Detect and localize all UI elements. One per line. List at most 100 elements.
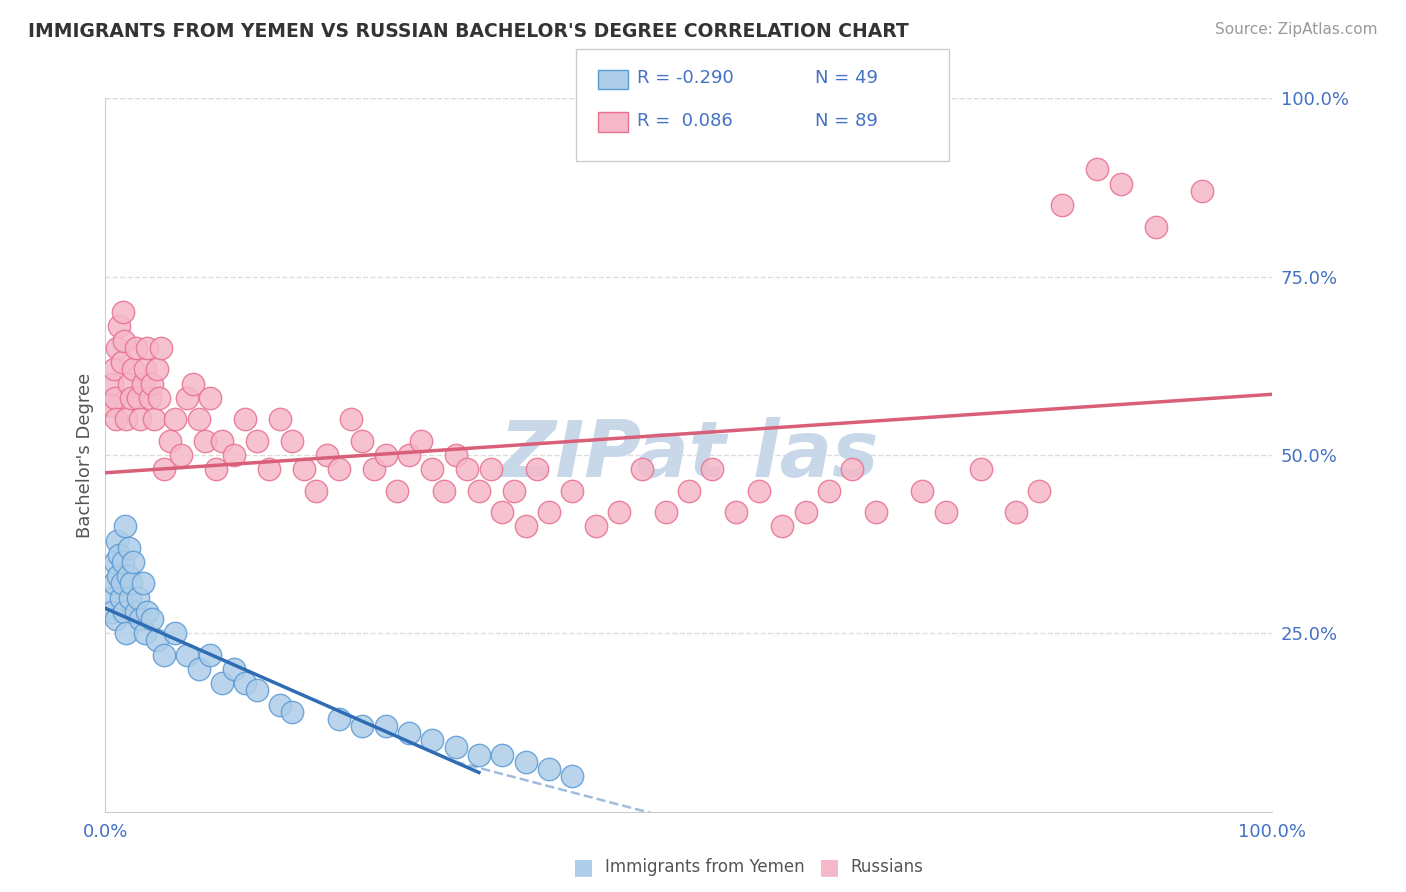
Point — [181, 376, 204, 391]
Point — [200, 648, 222, 662]
Point — [328, 712, 350, 726]
Point — [246, 683, 269, 698]
Point — [235, 412, 257, 426]
Text: R = -0.290: R = -0.290 — [637, 70, 734, 87]
Point — [153, 462, 174, 476]
Point — [281, 434, 304, 448]
Point — [146, 362, 169, 376]
Point — [153, 648, 174, 662]
Point — [200, 391, 222, 405]
Point — [363, 462, 385, 476]
Point — [561, 483, 583, 498]
Text: Source: ZipAtlas.com: Source: ZipAtlas.com — [1215, 22, 1378, 37]
Point — [385, 483, 408, 498]
Point — [111, 576, 134, 591]
Point — [211, 434, 233, 448]
Point — [935, 505, 957, 519]
Point — [537, 762, 560, 776]
Point — [187, 412, 209, 426]
Point — [125, 341, 148, 355]
Point — [865, 505, 887, 519]
Point — [444, 448, 467, 462]
Point — [841, 462, 863, 476]
Point — [115, 412, 138, 426]
Point — [111, 555, 134, 569]
Point — [111, 305, 134, 319]
Point — [818, 483, 841, 498]
Point — [1144, 219, 1167, 234]
Point — [468, 483, 491, 498]
Point — [479, 462, 502, 476]
Text: ■: ■ — [574, 857, 593, 877]
Point — [420, 462, 443, 476]
Point — [134, 362, 156, 376]
Point — [433, 483, 456, 498]
Point — [100, 591, 122, 605]
Point — [118, 376, 141, 391]
Point — [1028, 483, 1050, 498]
Point — [281, 705, 304, 719]
Point — [502, 483, 524, 498]
Point — [103, 362, 125, 376]
Point — [374, 448, 396, 462]
Point — [176, 391, 198, 405]
Point — [103, 576, 125, 591]
Point — [114, 519, 136, 533]
Point — [724, 505, 747, 519]
Text: IMMIGRANTS FROM YEMEN VS RUSSIAN BACHELOR'S DEGREE CORRELATION CHART: IMMIGRANTS FROM YEMEN VS RUSSIAN BACHELO… — [28, 22, 908, 41]
Point — [125, 605, 148, 619]
Point — [1191, 184, 1213, 198]
Point — [112, 334, 135, 348]
Point — [352, 719, 374, 733]
Point — [1109, 177, 1132, 191]
Point — [122, 555, 145, 569]
Point — [257, 462, 280, 476]
Point — [352, 434, 374, 448]
Point — [112, 605, 135, 619]
Point — [143, 412, 166, 426]
Point — [176, 648, 198, 662]
Point — [515, 519, 537, 533]
Text: R =  0.086: R = 0.086 — [637, 112, 733, 130]
Point — [118, 541, 141, 555]
Point — [292, 462, 315, 476]
Point — [129, 412, 152, 426]
Point — [211, 676, 233, 690]
Point — [678, 483, 700, 498]
Point — [159, 434, 181, 448]
Point — [129, 612, 152, 626]
Point — [127, 591, 149, 605]
Point — [1052, 198, 1074, 212]
Point — [117, 569, 139, 583]
Point — [139, 391, 162, 405]
Point — [911, 483, 934, 498]
Point — [132, 376, 155, 391]
Point — [515, 755, 537, 769]
Point — [561, 769, 583, 783]
Point — [654, 505, 676, 519]
Y-axis label: Bachelor's Degree: Bachelor's Degree — [76, 372, 94, 538]
Point — [205, 462, 228, 476]
Point — [108, 548, 131, 562]
Point — [115, 626, 138, 640]
Point — [468, 747, 491, 762]
Point — [409, 434, 432, 448]
Point — [141, 376, 163, 391]
Point — [104, 555, 127, 569]
Point — [104, 412, 127, 426]
Point — [585, 519, 607, 533]
Point — [141, 612, 163, 626]
Point — [1085, 162, 1108, 177]
Point — [194, 434, 217, 448]
Point — [398, 448, 420, 462]
Point — [122, 362, 145, 376]
Point — [118, 591, 141, 605]
Point — [374, 719, 396, 733]
Text: Russians: Russians — [851, 858, 924, 876]
Point — [104, 612, 127, 626]
Point — [165, 412, 187, 426]
Point — [526, 462, 548, 476]
Point — [222, 448, 245, 462]
Point — [970, 462, 993, 476]
Text: ZIPat las: ZIPat las — [499, 417, 879, 493]
